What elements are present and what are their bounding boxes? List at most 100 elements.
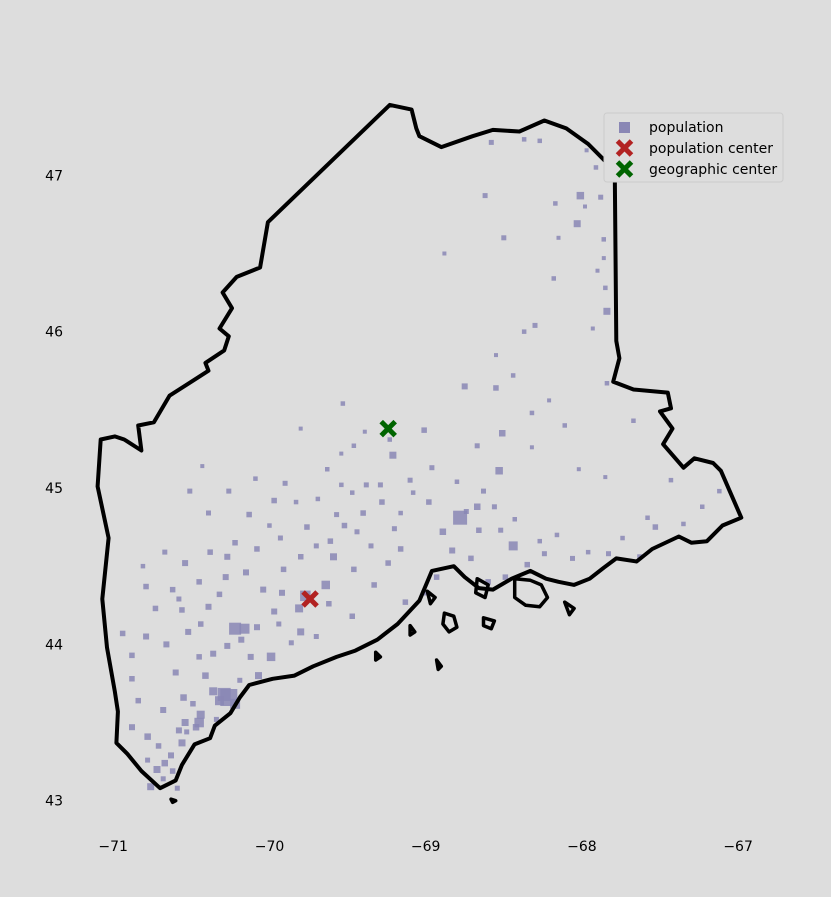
population-point [379,499,385,505]
population-point [426,499,432,505]
population-point [184,729,190,735]
island-outline [481,616,497,631]
population-point [341,522,348,529]
population-point [196,579,202,585]
population-point [224,642,231,649]
population-point [387,437,392,442]
population-point [202,672,209,679]
legend-geographic-center-label: geographic center [649,162,777,178]
population-point [215,696,224,706]
population-point [327,538,334,544]
population-point [237,677,243,683]
x-tick-label: −69 [411,839,441,855]
population-point [277,535,283,541]
population-point [224,553,231,560]
population-point [645,515,650,520]
population-point [389,451,397,459]
population-point [508,541,518,551]
population-point [410,490,416,495]
population-point [421,427,427,433]
population-point [652,524,659,530]
population-point [717,488,722,494]
population-point [407,477,413,483]
legend-frame [603,112,784,183]
population-point [402,599,409,605]
population-point [429,465,435,471]
y-tick-label: 45 [45,481,63,497]
population-point [279,589,285,596]
y-tick-label: 44 [45,637,63,653]
population-point [583,204,587,209]
population-point [593,165,599,170]
population-point [391,526,397,532]
population-point [266,652,276,662]
population-point [556,235,561,240]
population-point [584,148,589,153]
population-point [385,560,391,566]
population-point [354,529,360,535]
population-point [700,504,705,509]
population-point [182,560,189,567]
population-point [502,574,509,580]
population-point [601,256,606,261]
population-point [631,418,636,423]
population-point [174,785,180,791]
legend-geographic-center-x-stroke-b [615,160,634,178]
population-point [371,582,377,588]
population-point [488,139,494,145]
population-point [321,580,330,590]
population-point [439,528,447,535]
population-point [576,191,585,200]
population-center-marker [301,590,319,608]
population-point [554,532,560,538]
geographic-center-marker [379,419,397,438]
population-point [449,547,456,554]
legend-population-marker [619,122,630,133]
island-outline [373,650,383,662]
population-point [362,429,367,434]
population-point [547,398,552,403]
population-point [209,687,218,696]
population-point [398,510,403,516]
x-tick-label: −71 [98,839,128,855]
population-point [603,307,611,315]
island-outline [408,623,417,637]
x-tick-label: −70 [255,839,285,855]
population-point [340,401,346,406]
population-point [232,540,238,546]
population-point [537,138,542,144]
y-tick-label: 47 [45,168,63,184]
population-point [168,752,174,759]
population-point [397,546,404,552]
population-point [172,669,179,676]
x-tick-label: −67 [723,839,753,855]
x-tick-label: −68 [567,839,597,855]
population-point [190,701,196,707]
population-point [463,509,469,514]
population-point [143,633,150,640]
y-tick-label: 43 [45,794,63,810]
island-outline [425,589,437,606]
population-point [339,451,344,456]
population-point [238,636,245,643]
population-point [620,535,625,541]
population-point [143,583,149,590]
population-point [280,566,287,573]
population-point [135,697,141,704]
population-point [351,566,357,573]
island-outline [512,576,550,609]
population-point [179,607,185,613]
population-point [330,553,337,561]
population-center-marker-stroke-b [301,590,319,608]
population-point [169,586,176,593]
island-outline [473,576,490,600]
population-point [606,551,611,557]
island-outline [562,600,576,617]
population-point [206,510,211,516]
population-points [119,137,722,791]
population-point [349,613,355,619]
population-point [160,707,167,713]
population-point [603,285,608,291]
population-point [147,783,155,791]
population-point [360,510,366,516]
